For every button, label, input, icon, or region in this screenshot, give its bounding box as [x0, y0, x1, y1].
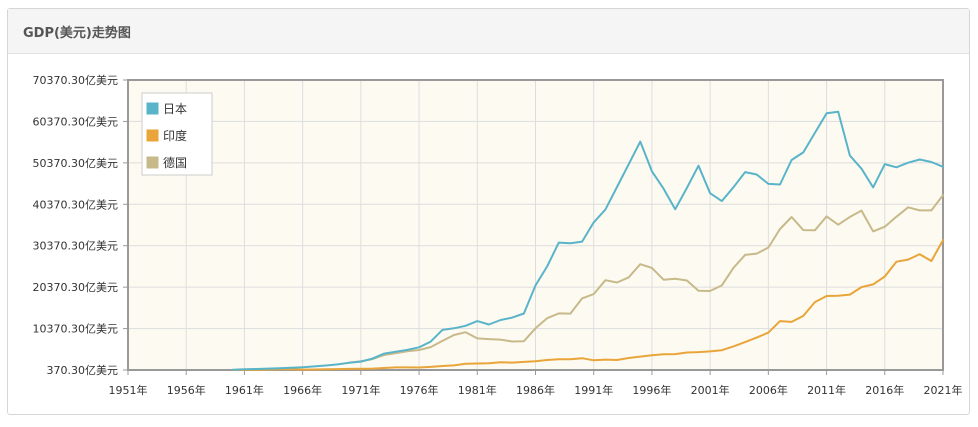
y-tick-label: 20370.30亿美元 [33, 281, 119, 294]
series-line-germany [348, 194, 944, 364]
panel-title: GDP(美元)走势图 [23, 25, 131, 41]
y-tick-label: 10370.30亿美元 [33, 323, 119, 336]
panel-header: GDP(美元)走势图 [8, 9, 969, 54]
x-tick-label: 1991年 [574, 383, 613, 397]
legend-label-japan: 日本 [163, 102, 187, 116]
x-tick-label: 1976年 [400, 383, 439, 397]
series-line-japan [231, 110, 944, 371]
legend-swatch-germany [145, 155, 160, 170]
x-tick-label: 2001年 [691, 383, 730, 397]
y-tick-label: 70370.30亿美元 [33, 74, 119, 87]
y-tick-label: 370.30亿美元 [47, 364, 119, 377]
x-tick-label: 1986年 [516, 383, 555, 397]
x-tick-label: 1966年 [283, 383, 322, 397]
legend-swatch-india [145, 128, 160, 143]
x-tick-label: 2021年 [924, 383, 963, 397]
x-tick-label: 2011年 [807, 383, 846, 397]
x-tick-label: 1951年 [109, 383, 148, 397]
x-tick-label: 1956年 [167, 383, 206, 397]
legend-label-india: 印度 [163, 128, 187, 143]
y-tick-label: 30370.30亿美元 [33, 240, 119, 253]
series-line-india [231, 239, 944, 371]
y-tick-label: 40370.30亿美元 [33, 198, 119, 211]
x-tick-label: 2016年 [865, 383, 904, 397]
y-tick-label: 60370.30亿美元 [33, 115, 119, 128]
y-tick-label: 50370.30亿美元 [33, 157, 119, 170]
x-tick-label: 1961年 [225, 383, 264, 397]
x-tick-label: 2006年 [749, 383, 788, 397]
legend-swatch-japan [145, 101, 160, 116]
x-tick-label: 1971年 [341, 383, 380, 397]
x-tick-label: 1996年 [632, 383, 671, 397]
x-tick-label: 1981年 [458, 383, 497, 397]
legend-label-germany: 德国 [163, 155, 187, 170]
